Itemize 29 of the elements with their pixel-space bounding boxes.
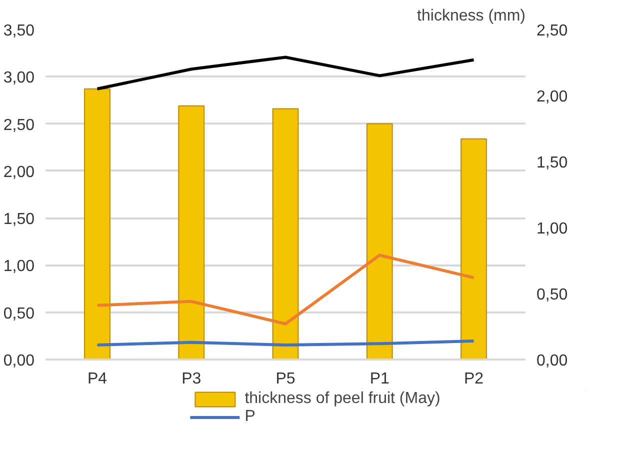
y2-tick-label: 2,00 [536,88,568,106]
y-tick-label: 1,50 [3,211,35,228]
y2-axis-title: thickness (mm) [417,8,526,24]
line-series [96,56,476,90]
y-tick-label: 2,00 [3,164,35,181]
bar [366,123,393,360]
bar [460,138,487,360]
y2-tick-label: 0,00 [536,352,568,370]
bar [178,105,205,360]
y2-tick-label: 1,00 [536,220,568,238]
y-tick-label: 1,00 [3,258,35,276]
line-series [96,254,476,326]
bar [84,88,110,360]
x-tick-label: P3 [182,370,202,388]
y2-tick-label: 1,50 [536,154,568,172]
x-tick-label: P1 [370,370,390,388]
y-tick-label: 3,50 [3,22,35,40]
x-tick-label: P2 [464,370,484,388]
x-tick-label: P5 [276,370,296,388]
bar [272,108,299,360]
legend-label: thickness of peel fruit (May) [244,390,440,408]
y2-tick-label: 2,50 [536,22,568,40]
y-tick-label: 0,50 [3,305,35,322]
y-tick-label: 3,00 [3,70,35,87]
y-tick-label: 0,00 [3,352,35,370]
legend-label: P [244,408,256,426]
x-tick-label: P4 [87,370,108,388]
y-tick-label: 2,50 [3,116,35,134]
y2-tick-label: 0,50 [536,286,568,304]
